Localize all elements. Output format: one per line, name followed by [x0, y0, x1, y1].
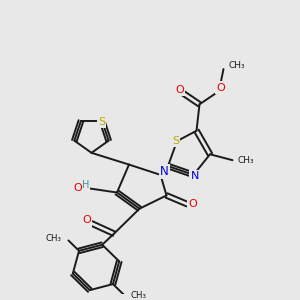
Text: O: O	[188, 199, 197, 209]
Text: O: O	[74, 183, 82, 193]
Text: CH₃: CH₃	[46, 235, 62, 244]
Text: CH₃: CH₃	[229, 61, 245, 70]
Text: S: S	[172, 136, 179, 146]
Text: CH₃: CH₃	[238, 156, 254, 165]
Text: N: N	[160, 165, 169, 178]
Text: S: S	[98, 116, 105, 127]
Text: O: O	[82, 215, 91, 225]
Text: O: O	[176, 85, 184, 94]
Text: H: H	[82, 180, 89, 190]
Text: N: N	[190, 171, 199, 181]
Text: CH₃: CH₃	[130, 291, 146, 300]
Text: O: O	[216, 82, 225, 93]
